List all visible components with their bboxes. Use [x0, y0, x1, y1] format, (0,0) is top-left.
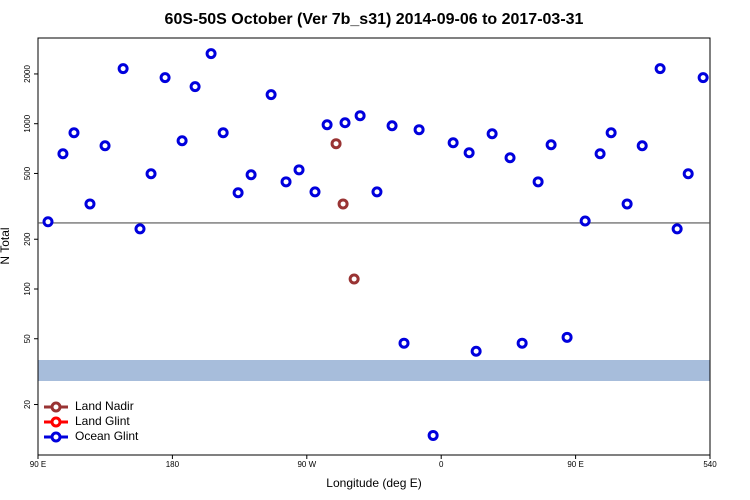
map-band [38, 360, 710, 381]
point [293, 164, 305, 176]
x-tick-label: 180 [166, 460, 180, 469]
point [265, 89, 277, 101]
point [68, 127, 80, 139]
legend-label: Ocean Glint [75, 429, 139, 443]
x-axis-label: Longitude (deg E) [326, 476, 421, 490]
point [145, 168, 157, 180]
point [427, 429, 439, 441]
point [348, 273, 360, 285]
point [486, 128, 498, 140]
x-tick-label: 90 E [567, 460, 583, 469]
point [321, 119, 333, 131]
point [84, 198, 96, 210]
y-tick-label: 20 [23, 400, 32, 409]
x-tick-label: 90 E [30, 460, 46, 469]
legend-marker [50, 401, 62, 413]
plot-frame [37, 37, 711, 456]
point [134, 223, 146, 235]
point [280, 176, 292, 188]
point [605, 127, 617, 139]
point [159, 72, 171, 84]
x-tick-label: 90 W [297, 460, 316, 469]
legend-label: Land Nadir [75, 399, 134, 413]
point [413, 124, 425, 136]
point [339, 117, 351, 129]
point [57, 148, 69, 160]
y-tick-label: 50 [23, 334, 32, 343]
point [117, 63, 129, 75]
y-tick-label: 500 [23, 166, 32, 180]
legend-marker [50, 416, 62, 428]
y-tick-label: 2000 [23, 64, 32, 82]
point [371, 186, 383, 198]
x-tick-label: 0 [439, 460, 444, 469]
y-axis-label: N Total [0, 227, 12, 264]
point [516, 337, 528, 349]
point [176, 135, 188, 147]
point [205, 48, 217, 60]
y-tick-label: 100 [23, 282, 32, 296]
legend-marker [50, 431, 62, 443]
point [217, 127, 229, 139]
point [470, 345, 482, 357]
point [309, 186, 321, 198]
point [545, 139, 557, 151]
point [42, 216, 54, 228]
point [398, 337, 410, 349]
point [99, 140, 111, 152]
point [532, 176, 544, 188]
point [671, 223, 683, 235]
legend-label: Land Glint [75, 414, 130, 428]
y-tick-label: 200 [23, 232, 32, 246]
point [245, 169, 257, 181]
y-tick-label: 1000 [23, 114, 32, 132]
point [561, 331, 573, 343]
point [621, 198, 633, 210]
point [682, 168, 694, 180]
point [330, 138, 342, 150]
point [579, 215, 591, 227]
point [447, 137, 459, 149]
point [337, 198, 349, 210]
point [594, 148, 606, 160]
point [354, 110, 366, 122]
point [386, 120, 398, 132]
point [504, 152, 516, 164]
chart-title: 60S-50S October (Ver 7b_s31) 2014-09-06 … [165, 11, 584, 28]
point [189, 81, 201, 93]
point [636, 140, 648, 152]
point [697, 72, 709, 84]
point [654, 63, 666, 75]
x-tick-label: 540 [703, 460, 717, 469]
point [463, 147, 475, 159]
point [232, 187, 244, 199]
